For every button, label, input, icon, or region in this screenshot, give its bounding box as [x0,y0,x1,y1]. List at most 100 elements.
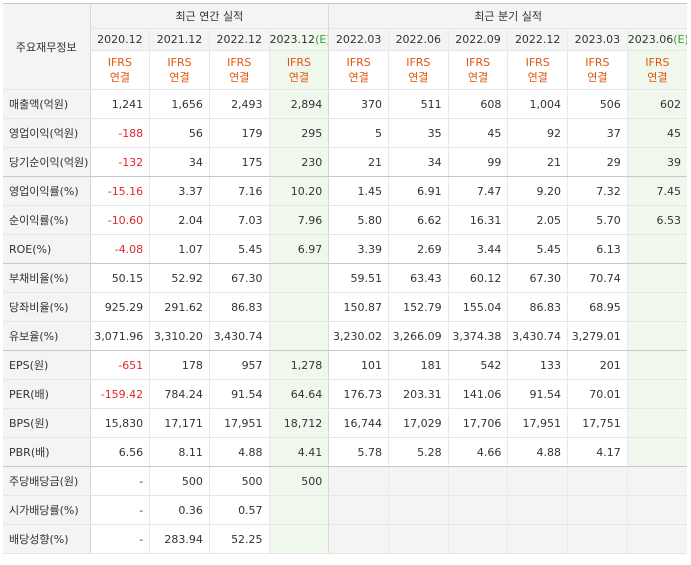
table-row: 당좌비율(%) 925.29 291.62 86.83 150.87 152.79 155.… [3,292,687,322]
annual-value-cell: 291.62 [149,292,210,322]
quarter-period-header: 2023.06(E) [627,28,687,51]
quarter-value-cell: 6.62 [388,205,449,235]
quarter-value-cell: 608 [448,89,509,119]
quarter-value-cell [567,524,628,554]
annual-period-header: 2023.12(E) [269,28,330,51]
quarter-value-cell: 203.31 [388,379,449,409]
financial-table: 주요재무정보 최근 연간 실적 최근 분기 실적 2020.12 2021.12 2… [3,3,687,554]
quarter-value-cell: 34 [388,147,449,177]
annual-value-cell: 283.94 [149,524,210,554]
annual-value-cell: 0.36 [149,495,210,525]
quarter-value-cell [507,466,569,496]
accounting-standard: IFRS 연결 [90,50,151,90]
annual-value-cell: 3,430.74 [209,321,270,351]
quarter-value-cell: 150.87 [328,292,389,322]
table-row: 영업이익률(%) -15.16 3.37 7.16 10.20 1.45 6.91 7.47 9… [3,176,687,206]
table-row: 배당성향(%) -283.94 52.25 [3,524,687,554]
quarter-value-cell: 5 [328,118,389,148]
quarter-value-cell [627,524,687,554]
annual-value-cell: -132 [90,147,151,177]
quarter-value-cell: 3.44 [448,234,509,264]
row-header-label: 주요재무정보 [3,3,91,90]
quarter-value-cell: 29 [567,147,628,177]
annual-value-cell: 3.37 [149,176,210,206]
quarter-value-cell [627,350,687,380]
annual-value-cell: 957 [209,350,270,380]
quarter-value-cell: 63.43 [388,263,449,293]
table-row: 부채비율(%) 50.15 52.92 67.30 59.51 63.43 60.12 67.… [3,263,687,293]
quarter-value-cell: 181 [388,350,449,380]
table-row: PER(배) -159.42 784.24 91.54 64.64 176.73 203.3… [3,379,687,409]
annual-value-cell: 500 [209,466,270,496]
quarter-value-cell: 45 [448,118,509,148]
quarter-value-cell [627,234,687,264]
annual-value-cell: 179 [209,118,270,148]
annual-value-cell: - [90,495,151,525]
quarter-value-cell: 7.32 [567,176,628,206]
annual-value-cell: 178 [149,350,210,380]
quarter-value-cell: 3,430.74 [507,321,569,351]
quarter-group-header: 최근 분기 실적 [328,3,687,29]
quarter-value-cell: 4.88 [507,437,569,467]
quarter-value-cell: 67.30 [507,263,569,293]
standard-ifrs-label: IFRS [286,56,312,69]
quarter-value-cell [328,495,389,525]
quarter-value-cell [328,466,389,496]
standard-ifrs-label: IFRS [346,56,371,69]
quarter-value-cell: 5.70 [567,205,628,235]
quarter-value-cell: 21 [507,147,569,177]
annual-value-cell: 7.03 [209,205,270,235]
annual-value-cell: 67.30 [209,263,270,293]
quarter-value-cell [388,466,449,496]
row-label: 시가배당률(%) [3,495,91,525]
annual-value-cell: -159.42 [90,379,151,409]
quarter-value-cell [627,466,687,496]
quarter-value-cell: 3,279.01 [567,321,628,351]
standard-consolidated-label: 연결 [587,71,608,84]
annual-value-cell: 1.07 [149,234,210,264]
quarter-value-cell: 86.83 [507,292,569,322]
quarter-value-cell: 16,744 [328,408,389,438]
quarter-value-cell: 4.17 [567,437,628,467]
quarter-value-cell: 4.66 [448,437,509,467]
annual-value-cell: 5.45 [209,234,270,264]
row-label: EPS(원) [3,350,91,380]
quarter-value-cell: 39 [627,147,687,177]
annual-value-cell: - [90,466,151,496]
quarter-value-cell [627,379,687,409]
quarter-value-cell [388,524,449,554]
quarter-value-cell: 1,004 [507,89,569,119]
row-label: 순이익률(%) [3,205,91,235]
annual-value-cell: 1,278 [269,350,330,380]
quarter-value-cell: 155.04 [448,292,509,322]
annual-value-cell: 2,493 [209,89,270,119]
standard-consolidated-label: 연결 [348,71,369,84]
annual-value-cell: 6.56 [90,437,151,467]
period-label: 2022.12 [216,33,262,46]
quarter-value-cell: 45 [627,118,687,148]
accounting-standard: IFRS 연결 [388,50,449,90]
row-label: ROE(%) [3,234,91,264]
row-label: 영업이익(억원) [3,118,91,148]
table-row: 주당배당금(원) -500 500 500 [3,466,687,496]
annual-value-cell: 8.11 [149,437,210,467]
annual-value-cell: 925.29 [90,292,151,322]
quarter-value-cell [627,495,687,525]
accounting-standard: IFRS 연결 [448,50,509,90]
annual-value-cell: 0.57 [209,495,270,525]
quarter-value-cell [448,524,509,554]
annual-value-cell: 4.88 [209,437,270,467]
quarter-value-cell: 506 [567,89,628,119]
annual-value-cell: 91.54 [209,379,270,409]
annual-value-cell: 230 [269,147,330,177]
table-row: 유보율(%) 3,071.96 3,310.20 3,430.74 3,230.02 3,… [3,321,687,351]
standard-consolidated-label: 연결 [109,71,130,84]
period-label: 2022.12 [514,33,561,46]
annual-value-cell: 64.64 [269,379,330,409]
quarter-value-cell: 2.05 [507,205,569,235]
standard-ifrs-label: IFRS [167,56,192,69]
quarter-value-cell: 7.45 [627,176,687,206]
quarter-value-cell: 101 [328,350,389,380]
estimate-mark: (E) [315,33,328,46]
quarter-value-cell: 3.39 [328,234,389,264]
